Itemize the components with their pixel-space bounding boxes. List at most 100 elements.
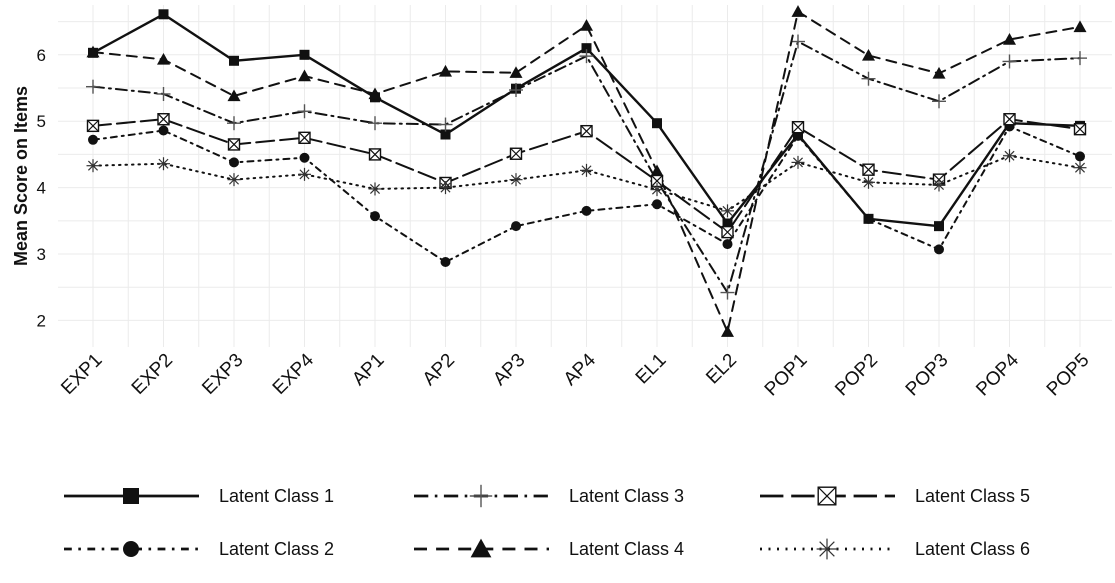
data-point-triangle (509, 66, 523, 78)
data-point-circle (370, 211, 380, 222)
data-point-triangle (862, 48, 875, 61)
circle-marker (863, 213, 874, 224)
data-point-triangle (1073, 20, 1087, 33)
star-marker-stroke (87, 160, 99, 171)
circle-marker (370, 211, 380, 222)
x-tick-label: EL1 (632, 350, 671, 389)
data-point-triangle (1003, 33, 1016, 45)
triangle-marker (1073, 20, 1087, 33)
data-point-star (1073, 161, 1087, 175)
x-tick-label: EXP4 (269, 349, 319, 399)
circle-marker (722, 239, 733, 250)
legend-label: Latent Class 2 (219, 539, 334, 559)
data-point-boxx (368, 148, 382, 161)
data-point-circle (440, 256, 451, 267)
square-marker (934, 221, 944, 232)
data-point-plus (469, 484, 493, 508)
data-point-plus (791, 34, 805, 49)
y-tick-label: 2 (37, 311, 46, 330)
circle-marker (652, 199, 662, 210)
boxx-diag-2 (510, 147, 522, 160)
data-point-star (227, 173, 241, 187)
legend-label: Latent Class 3 (569, 486, 684, 506)
star-marker-stroke (1004, 150, 1015, 161)
y-tick-label: 5 (37, 112, 46, 131)
data-point-circle (1075, 151, 1085, 162)
series-latent-class-4 (86, 5, 1087, 337)
triangle-marker (470, 538, 492, 558)
boxx-diag-2 (1074, 123, 1086, 136)
data-point-circle (123, 541, 139, 557)
triangle-marker (298, 69, 311, 82)
triangle-marker (439, 64, 452, 77)
boxx-diag-2 (817, 486, 837, 506)
y-tick-label: 3 (37, 245, 46, 264)
x-tick-label: AP4 (560, 349, 601, 390)
legend-label: Latent Class 4 (569, 539, 684, 559)
circle-marker (299, 152, 310, 163)
x-axis: EXP1 EXP2 EXP3 EXP4 AP1 AP2 AP3 AP4 EL1 EL2 POP1 PO… (57, 349, 1093, 400)
star-marker-stroke (158, 158, 169, 169)
data-point-triangle (439, 64, 452, 77)
circle-marker (158, 125, 169, 136)
legend-item-latent-class-2: Latent Class 2 (64, 539, 334, 559)
data-point-star (509, 173, 523, 187)
y-tick-label: 4 (37, 179, 46, 198)
data-point-triangle (932, 66, 946, 79)
data-point-plus (861, 71, 876, 86)
x-tick-label: EXP1 (57, 350, 106, 399)
data-point-boxx (580, 124, 593, 138)
y-tick-label: 6 (37, 46, 46, 65)
circle-marker (123, 541, 139, 557)
x-tick-label: POP1 (761, 350, 812, 401)
x-tick-label: EXP2 (128, 350, 177, 399)
x-tick-label: POP4 (972, 349, 1023, 400)
data-point-boxx (509, 147, 523, 160)
square-marker (440, 129, 451, 140)
triangle-marker (580, 19, 593, 31)
data-point-plus (579, 49, 594, 64)
data-point-triangle (580, 19, 593, 31)
legend: Latent Class 1 Latent Class 2 Latent Class… (64, 484, 1030, 560)
data-point-triangle (791, 5, 805, 17)
circle-marker (1075, 151, 1085, 162)
series-latent-class-6 (86, 149, 1087, 218)
square-marker (229, 55, 239, 66)
data-point-boxx (721, 225, 734, 239)
x-tick-label: AP3 (489, 350, 529, 390)
series-line (92, 10, 1081, 333)
star-marker-stroke (819, 541, 835, 557)
boxx-diag-2 (228, 138, 240, 151)
data-point-triangle (227, 89, 241, 102)
data-point-circle (722, 239, 733, 250)
data-point-boxx (86, 119, 100, 133)
data-point-boxx (227, 138, 241, 151)
data-point-plus (720, 285, 735, 300)
star-marker-stroke (1074, 162, 1086, 173)
data-point-triangle (86, 45, 100, 58)
boxx-diag-2 (1003, 113, 1016, 126)
legend-item-latent-class-5: Latent Class 5 (760, 486, 1030, 506)
star-marker-stroke (651, 184, 663, 195)
boxx-diag-2 (651, 175, 663, 187)
data-point-boxx (817, 486, 837, 506)
star-marker-stroke (510, 174, 522, 185)
legend-label: Latent Class 6 (915, 539, 1030, 559)
square-marker (581, 43, 592, 54)
data-point-circle (863, 213, 874, 224)
data-point-boxx (791, 120, 805, 134)
triangle-marker (1003, 33, 1016, 45)
boxx-diag-2 (87, 119, 99, 132)
data-point-plus (227, 116, 241, 131)
data-point-square (229, 55, 239, 66)
data-point-triangle (470, 538, 492, 558)
triangle-marker (227, 89, 241, 102)
data-point-circle (229, 157, 239, 168)
star-marker-stroke (863, 177, 874, 188)
data-point-triangle (368, 87, 382, 100)
x-tick-label: POP3 (902, 350, 953, 401)
triangle-marker (86, 45, 100, 58)
data-point-plus (368, 116, 382, 131)
data-point-circle (934, 244, 944, 255)
square-marker (299, 49, 310, 60)
